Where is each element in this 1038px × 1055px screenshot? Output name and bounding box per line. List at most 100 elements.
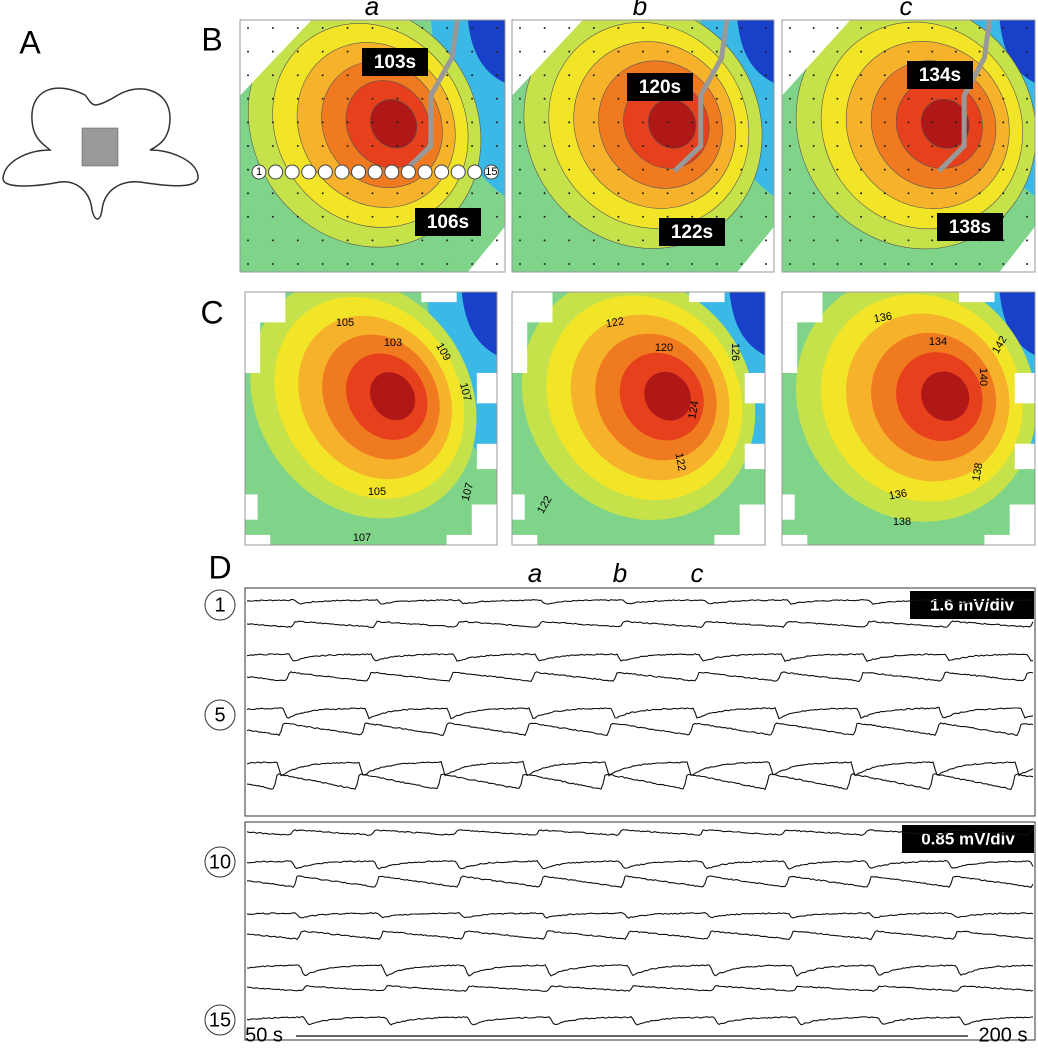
electrode-dot (296, 192, 299, 195)
electrode-dot (321, 215, 324, 218)
electrode-dot (519, 215, 521, 218)
electrode-dot (496, 263, 498, 265)
contour-label: 134 (929, 336, 947, 348)
electrode-dot (617, 145, 620, 147)
electrode-dot (617, 192, 620, 195)
electrode-dot (883, 74, 886, 77)
contour-label: 136 (888, 487, 908, 502)
electrode-dot (978, 27, 981, 29)
signal-trace (246, 598, 1034, 605)
scale-label: 1.6 mV/div (930, 595, 1015, 614)
electrode-dot (247, 168, 249, 171)
electrode-dot (446, 145, 449, 147)
electrode-dot (740, 263, 743, 265)
contour-label: 103 (384, 337, 402, 349)
electrode-dot (519, 145, 521, 147)
electrode-dot (691, 192, 694, 195)
electrode-dot (740, 50, 743, 53)
electrode-dot (907, 168, 910, 171)
electrode-dot (543, 215, 546, 218)
electrode-dot (978, 50, 981, 53)
electrode-dot (883, 97, 886, 100)
map-blank (1014, 372, 1035, 404)
electrode-grid (81, 127, 119, 167)
electrode-dot (543, 50, 546, 53)
panel-letter: D (208, 549, 231, 585)
map-frame (781, 19, 1036, 273)
electrode-dot (471, 97, 474, 100)
electrode-dot (471, 121, 474, 124)
electrode-dot (666, 27, 669, 29)
electrode-dot (691, 27, 694, 29)
electrode-dot (666, 121, 669, 124)
electrode-dot (247, 27, 249, 29)
electrode-dot (568, 168, 571, 171)
electrode-dot (642, 168, 644, 171)
electrode-dot (642, 239, 644, 242)
electrode-dot (346, 192, 349, 195)
conduction-block (672, 20, 730, 174)
electrode-dot (296, 50, 299, 53)
time-box (659, 218, 725, 246)
contour-label: 105 (368, 486, 386, 498)
electrode-dot (543, 145, 546, 147)
signal-trace (246, 722, 1034, 737)
time-box (907, 61, 973, 89)
contour-label: 138 (970, 462, 985, 482)
electrode-dot (247, 263, 249, 265)
contour-label: 138 (893, 516, 911, 528)
electrode-dot (715, 145, 718, 147)
electrode-dot (271, 97, 274, 100)
electrode-dot (568, 27, 571, 29)
electrode-dot (642, 27, 644, 29)
electrode-dot (496, 74, 498, 77)
electrode-dot (496, 215, 498, 218)
electrode-dot (978, 145, 981, 147)
contour-label: 107 (353, 532, 371, 544)
electrode-dot (666, 168, 669, 171)
electrode-dot (396, 27, 399, 29)
electrode-dot (765, 168, 767, 171)
electrode-dot (1026, 27, 1028, 29)
electrode-dot (321, 263, 324, 265)
heat-map (512, 20, 774, 272)
electrode-dot (346, 97, 349, 100)
electrode-dot (836, 239, 839, 242)
isochrone (647, 98, 697, 149)
electrode-dot (421, 263, 424, 265)
heat-map (512, 292, 765, 545)
electrode-dot (642, 263, 644, 265)
electrode-dot (247, 215, 249, 218)
electrode-dot (592, 192, 595, 195)
electrode-dot (883, 263, 886, 265)
electrode-dot (883, 121, 886, 124)
conduction-block (937, 20, 992, 173)
electrode-dot (271, 50, 274, 53)
electrode-dot (568, 192, 571, 195)
electrode-dot (1002, 145, 1005, 147)
electrode-dot (1002, 168, 1005, 171)
electrode-dot (978, 168, 981, 171)
signal-trace (246, 653, 1034, 663)
electrode-dot (765, 263, 767, 265)
signal-trace (246, 1015, 1034, 1026)
electrode (467, 164, 483, 180)
electrode-dot (271, 192, 274, 195)
electrode-dot (592, 263, 595, 265)
electrode-dot (471, 263, 474, 265)
electrode-dot (296, 145, 299, 147)
trace-marker: a (528, 558, 542, 588)
electrode-dot (543, 168, 546, 171)
signal-trace (246, 984, 1034, 993)
electrode-dot (617, 97, 620, 100)
electrode-dot (907, 27, 910, 29)
electrode-dot (691, 121, 694, 124)
map-blank (782, 292, 823, 323)
electrode-dot (446, 192, 449, 195)
heat-map (782, 292, 1035, 545)
electrode-dot (836, 192, 839, 195)
electrode-dot (931, 145, 934, 147)
electrode-dot (715, 215, 718, 218)
electrode-dot (371, 263, 374, 265)
electrode-dot (346, 263, 349, 265)
